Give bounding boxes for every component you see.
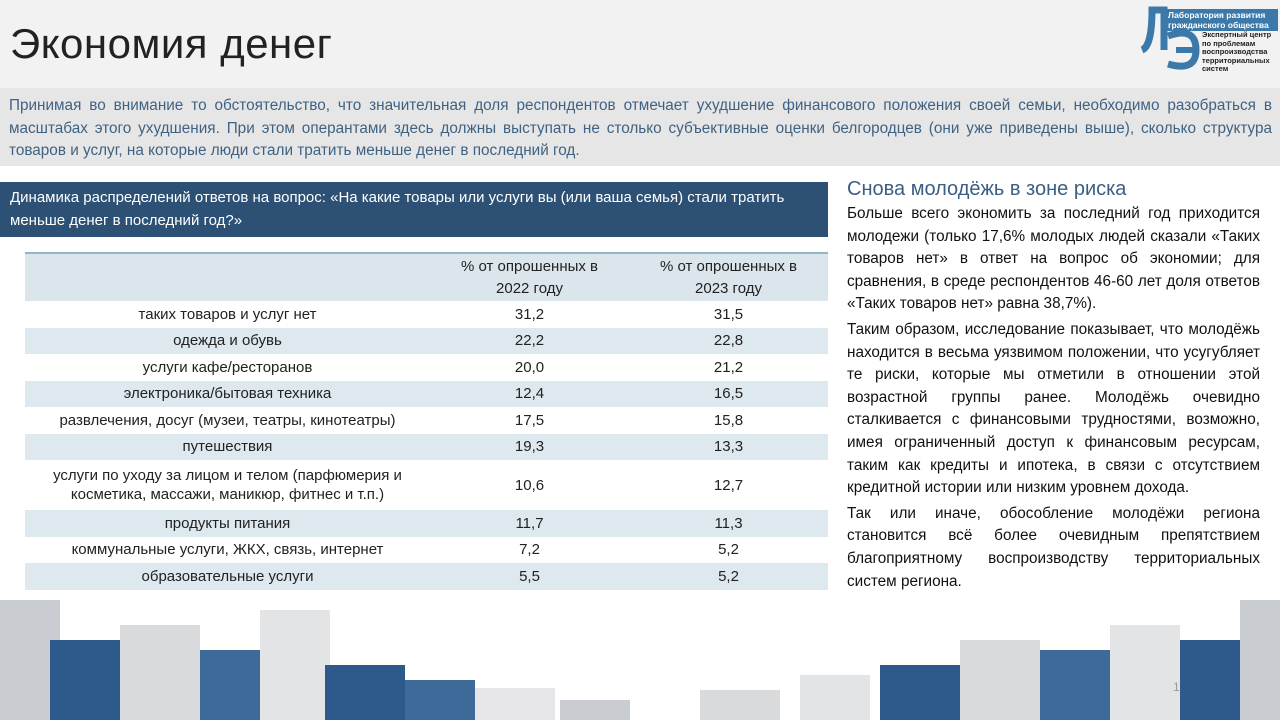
side-paragraph: Больше всего экономить за последний год …: [847, 205, 1260, 313]
table-row: путешествия 19,3 13,3: [25, 433, 828, 460]
table-row: таких товаров и услуг нет 31,2 31,5: [25, 301, 828, 328]
table-row: коммунальные услуги, ЖКХ, связь, интерне…: [25, 537, 828, 564]
logo: Лаборатория развития гражданского общест…: [1138, 6, 1278, 76]
value-2022: 17,5: [514, 411, 545, 429]
logo-line2: Экспертный центр по проблемам воспроизво…: [1202, 30, 1272, 73]
row-label: путешествия: [25, 433, 430, 460]
page-title: Экономия денег: [10, 20, 333, 67]
row-label: коммунальные услуги, ЖКХ, связь, интерне…: [71, 541, 384, 559]
value-2022: 19,3: [430, 433, 629, 460]
table-caption: Динамика распределений ответов на вопрос…: [0, 182, 828, 237]
value-2023: 12,7: [713, 476, 744, 494]
value-2022: 31,2: [514, 305, 545, 323]
table-row: услуги кафе/ресторанов 20,0 21,2: [25, 354, 828, 381]
value-2023: 21,2: [713, 358, 744, 376]
row-label: продукты питания: [25, 510, 430, 537]
slide-header: Экономия денег Лаборатория развития граж…: [0, 0, 1280, 88]
value-2022: 10,6: [514, 476, 545, 494]
column-header-2023: % от опрошенных в 2023 году: [629, 252, 828, 301]
value-2022: 5,5: [430, 563, 629, 590]
row-label: услуги кафе/ресторанов: [142, 358, 313, 376]
logo-line1: Лаборатория развития гражданского общест…: [1164, 9, 1278, 31]
column-header-2022: % от опрошенных в 2022 году: [430, 252, 629, 301]
value-2023: 11,3: [629, 510, 828, 537]
row-label: образовательные услуги: [25, 563, 430, 590]
row-label: развлечения, досуг (музеи, театры, кинот…: [59, 411, 396, 429]
value-2022: 12,4: [430, 380, 629, 407]
value-2023: 5,2: [629, 563, 828, 590]
table-row: одежда и обувь 22,2 22,8: [25, 327, 828, 354]
row-label: одежда и обувь: [25, 327, 430, 354]
value-2022: 22,2: [430, 327, 629, 354]
table-row: образовательные услуги 5,5 5,2: [25, 563, 828, 590]
value-2023: 22,8: [629, 327, 828, 354]
row-label: таких товаров и услуг нет: [138, 305, 317, 323]
side-paragraph: Так или иначе, обособление молодёжи реги…: [847, 504, 1260, 590]
value-2022: 11,7: [430, 510, 629, 537]
logo-mark-icon: [1140, 6, 1200, 70]
table-row: развлечения, досуг (музеи, театры, кинот…: [25, 407, 828, 434]
table-row: продукты питания 11,7 11,3: [25, 510, 828, 537]
table-row: электроника/бытовая техника 12,4 16,5: [25, 380, 828, 407]
column-header: [25, 252, 430, 301]
page-number: 1: [1173, 680, 1180, 694]
data-table: % от опрошенных в 2022 году % от опрошен…: [25, 252, 828, 590]
value-2022: 20,0: [514, 358, 545, 376]
value-2023: 15,8: [713, 411, 744, 429]
value-2022: 7,2: [519, 541, 540, 559]
value-2023: 16,5: [629, 380, 828, 407]
value-2023: 5,2: [718, 541, 739, 559]
value-2023: 31,5: [713, 305, 744, 323]
side-paragraph: Таким образом, исследование показывает, …: [847, 320, 1260, 497]
table-row: услуги по уходу за лицом и телом (парфюм…: [25, 460, 828, 510]
side-heading: Снова молодёжь в зоне риска: [847, 178, 1127, 200]
intro-text: Принимая во внимание то обстоятельство, …: [0, 88, 1280, 166]
value-2023: 13,3: [629, 433, 828, 460]
side-panel: Снова молодёжь в зоне риска Больше всего…: [847, 178, 1260, 593]
row-label: электроника/бытовая техника: [25, 380, 430, 407]
row-label: услуги по уходу за лицом и телом (парфюм…: [53, 467, 402, 503]
